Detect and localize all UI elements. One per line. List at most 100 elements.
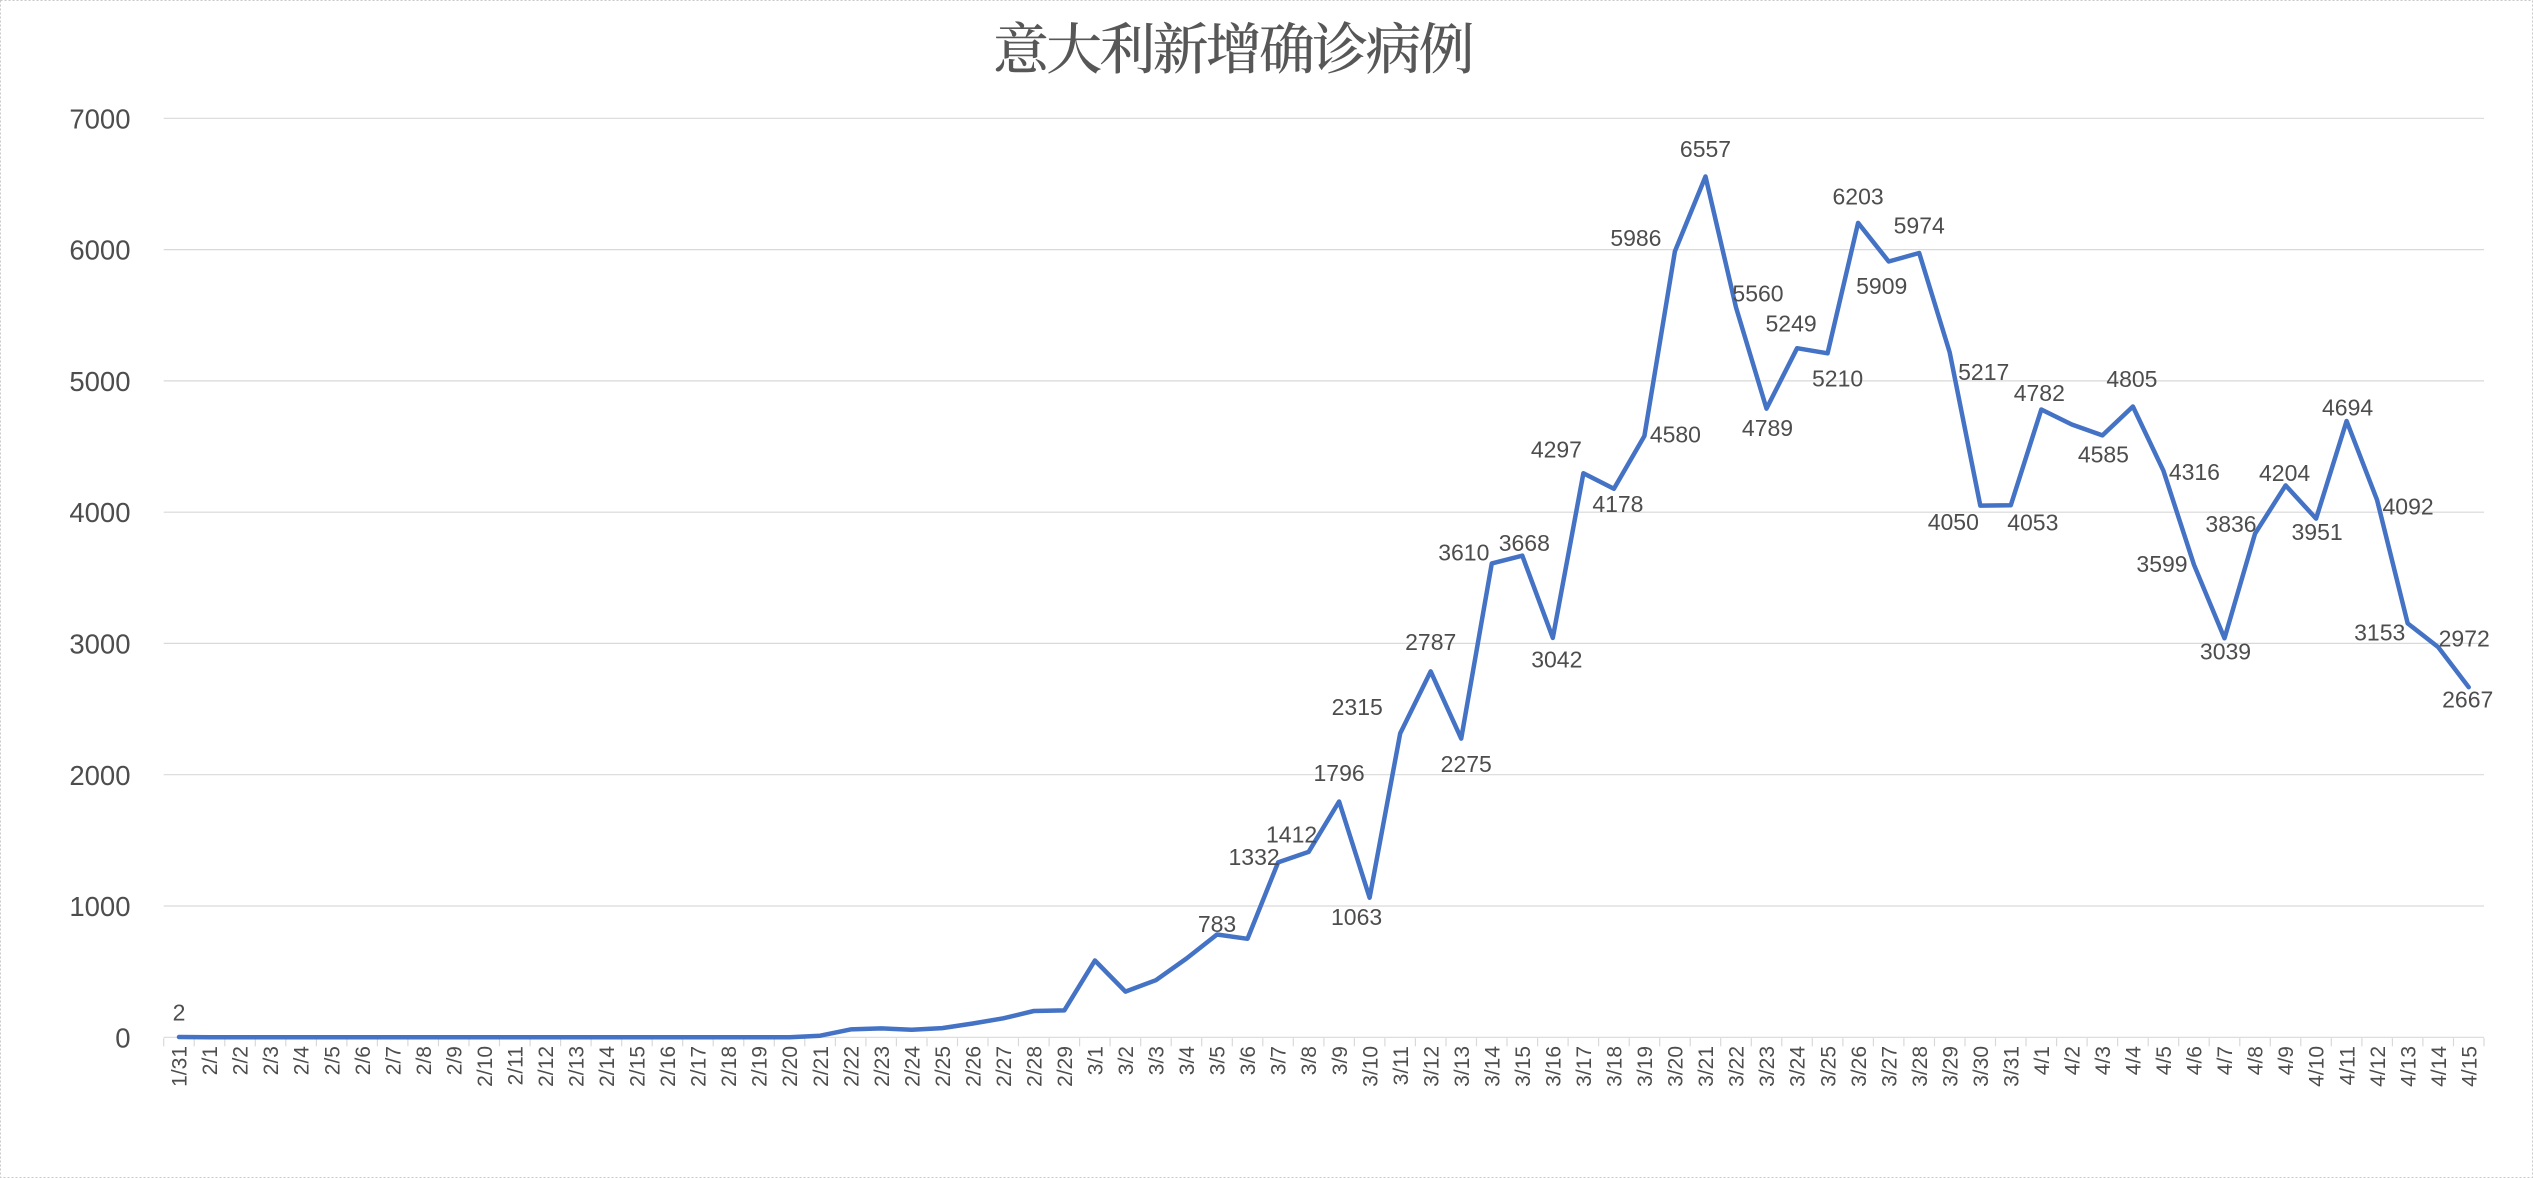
svg-text:2/29: 2/29 [1054,1046,1077,1087]
svg-text:3/21: 3/21 [1695,1046,1718,1087]
svg-text:5000: 5000 [69,366,130,397]
svg-text:4/4: 4/4 [2123,1046,2146,1076]
svg-text:4/13: 4/13 [2397,1046,2420,1087]
svg-text:4/10: 4/10 [2306,1046,2329,1087]
svg-text:2/18: 2/18 [718,1046,741,1087]
svg-text:5210: 5210 [1812,366,1863,392]
svg-text:4/12: 4/12 [2367,1046,2390,1087]
svg-text:2000: 2000 [69,760,130,791]
svg-text:3/1: 3/1 [1085,1046,1108,1075]
svg-text:2/15: 2/15 [627,1046,650,1087]
svg-text:4050: 4050 [1928,509,1979,535]
svg-text:3/25: 3/25 [1817,1046,1840,1087]
svg-text:4/3: 4/3 [2092,1046,2115,1075]
svg-text:3/22: 3/22 [1726,1046,1749,1087]
svg-text:3/4: 3/4 [1176,1046,1199,1076]
svg-text:3/26: 3/26 [1848,1046,1871,1087]
svg-text:5974: 5974 [1894,212,1945,238]
svg-text:2: 2 [173,999,186,1025]
svg-text:5249: 5249 [1766,311,1817,337]
svg-text:2/24: 2/24 [901,1046,924,1087]
svg-text:6203: 6203 [1833,183,1884,209]
svg-text:1796: 1796 [1314,760,1365,786]
svg-text:0: 0 [115,1022,130,1053]
svg-text:3/14: 3/14 [1481,1046,1504,1087]
svg-text:783: 783 [1198,911,1236,937]
svg-text:3/18: 3/18 [1604,1046,1627,1087]
svg-text:5560: 5560 [1732,281,1783,307]
svg-text:1/31: 1/31 [169,1046,192,1087]
svg-text:3/3: 3/3 [1146,1046,1169,1075]
svg-text:2/1: 2/1 [199,1046,222,1075]
svg-text:3/15: 3/15 [1512,1046,1535,1087]
svg-text:3/6: 3/6 [1237,1046,1260,1075]
svg-text:3/7: 3/7 [1268,1046,1291,1075]
svg-text:4580: 4580 [1650,421,1701,447]
svg-text:4585: 4585 [2078,442,2129,468]
svg-text:1000: 1000 [69,891,130,922]
svg-text:2/22: 2/22 [840,1046,863,1087]
svg-text:3/27: 3/27 [1878,1046,1901,1087]
svg-text:3/2: 3/2 [1115,1046,1138,1075]
svg-text:1332: 1332 [1229,844,1280,870]
svg-text:3836: 3836 [2205,511,2256,537]
svg-text:3/29: 3/29 [1939,1046,1962,1087]
svg-text:3/19: 3/19 [1634,1046,1657,1087]
svg-text:2/19: 2/19 [749,1046,772,1087]
svg-text:2/16: 2/16 [657,1046,680,1087]
svg-text:3/24: 3/24 [1787,1046,1810,1087]
svg-text:3/10: 3/10 [1359,1046,1382,1087]
svg-text:2/9: 2/9 [443,1046,466,1075]
svg-text:3/13: 3/13 [1451,1046,1474,1087]
svg-text:2787: 2787 [1405,629,1456,655]
svg-text:3/23: 3/23 [1756,1046,1779,1087]
svg-text:2/27: 2/27 [993,1046,1016,1087]
svg-text:2972: 2972 [2439,626,2490,652]
svg-text:2/21: 2/21 [810,1046,833,1087]
svg-text:2/8: 2/8 [413,1046,436,1075]
svg-text:4/1: 4/1 [2031,1046,2054,1075]
svg-text:2/13: 2/13 [566,1046,589,1087]
svg-text:2667: 2667 [2442,687,2493,713]
svg-text:4204: 4204 [2259,460,2310,486]
svg-text:1063: 1063 [1331,904,1382,930]
svg-text:4/9: 4/9 [2275,1046,2298,1075]
svg-text:4178: 4178 [1592,491,1643,517]
svg-text:3/28: 3/28 [1909,1046,1932,1087]
svg-text:2/28: 2/28 [1024,1046,1047,1087]
svg-text:2/5: 2/5 [321,1046,344,1075]
svg-text:3668: 3668 [1499,530,1550,556]
svg-text:2/2: 2/2 [230,1046,253,1075]
svg-text:4/11: 4/11 [2336,1046,2359,1085]
svg-text:4053: 4053 [2007,510,2058,536]
svg-text:3/16: 3/16 [1543,1046,1566,1087]
svg-text:3599: 3599 [2136,551,2187,577]
svg-text:6557: 6557 [1680,136,1731,162]
svg-text:3/31: 3/31 [2000,1046,2023,1087]
svg-text:1412: 1412 [1266,821,1317,847]
svg-text:3/11: 3/11 [1390,1046,1413,1085]
svg-text:3/17: 3/17 [1573,1046,1596,1087]
svg-text:3/12: 3/12 [1420,1046,1443,1087]
svg-text:3610: 3610 [1438,540,1489,566]
svg-text:2/26: 2/26 [962,1046,985,1087]
svg-text:3/8: 3/8 [1298,1046,1321,1075]
svg-text:3000: 3000 [69,629,130,660]
svg-text:3951: 3951 [2292,519,2343,545]
svg-text:4316: 4316 [2169,459,2220,485]
svg-text:4/6: 4/6 [2184,1046,2207,1075]
svg-text:2/14: 2/14 [596,1046,619,1087]
svg-text:4/14: 4/14 [2428,1046,2451,1087]
svg-text:5217: 5217 [1958,359,2009,385]
svg-text:4092: 4092 [2383,494,2434,520]
svg-text:7000: 7000 [69,103,130,134]
svg-text:2/6: 2/6 [352,1046,375,1075]
svg-text:4/2: 4/2 [2062,1046,2085,1075]
svg-text:3153: 3153 [2354,620,2405,646]
svg-text:4/7: 4/7 [2214,1046,2237,1075]
svg-text:6000: 6000 [69,235,130,266]
svg-text:3/9: 3/9 [1329,1046,1352,1075]
svg-text:4/15: 4/15 [2458,1046,2481,1087]
svg-text:2/23: 2/23 [871,1046,894,1087]
svg-text:4694: 4694 [2322,394,2373,420]
